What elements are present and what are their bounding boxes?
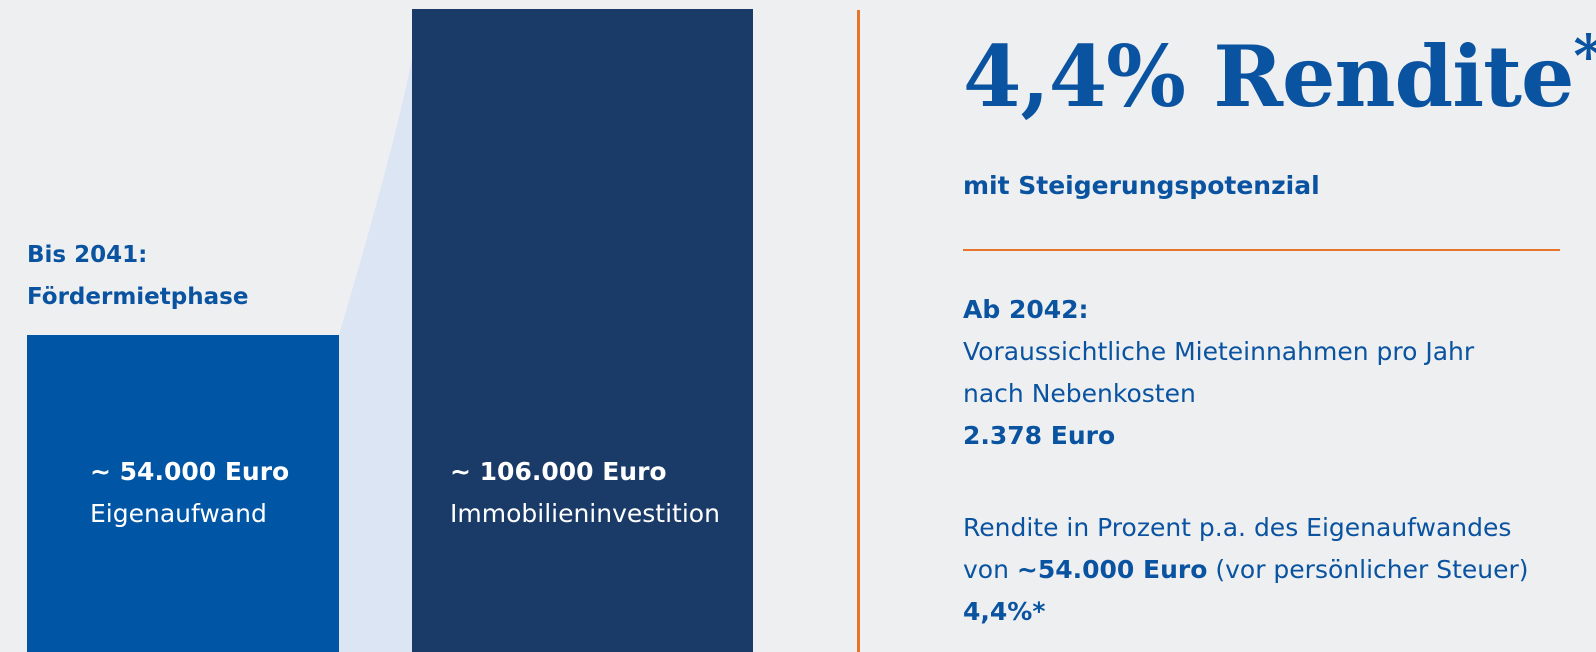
section-heading: Ab 2042: (963, 295, 1089, 324)
text-line: von ~54.000 Euro (vor persönlicher Steue… (963, 549, 1529, 591)
bar-investment (412, 9, 753, 652)
divider-vertical (857, 10, 860, 652)
bar-label: ~ 106.000 Euro Immobilieninvestition (450, 451, 720, 535)
value: 2.378 Euro (963, 421, 1116, 450)
headline-mark: * (1573, 22, 1596, 90)
text: von (963, 555, 1009, 584)
phase-line2: Fördermietphase (27, 284, 249, 310)
text: (vor persönlicher Steuer) (1215, 555, 1529, 584)
bar-own (27, 335, 339, 652)
divider-horizontal (963, 249, 1560, 251)
bar-label: ~ 54.000 Euro Eigenaufwand (90, 451, 289, 535)
label: Immobilieninvestition (450, 499, 720, 528)
amount: ~ 106.000 Euro (450, 457, 667, 486)
headline: 4,4% Rendite* (963, 22, 1596, 126)
label: Eigenaufwand (90, 499, 267, 528)
text: Voraussichtliche Mieteinnahmen pro Jahr (963, 337, 1475, 366)
headline-text: 4,4% Rendite (963, 27, 1574, 126)
text: nach Nebenkosten (963, 379, 1196, 408)
phase-line1: Bis 2041: (27, 242, 148, 268)
value: 4,4%* (963, 597, 1046, 626)
text-bold: ~54.000 Euro (1016, 555, 1208, 584)
connector (339, 60, 412, 652)
subtitle: mit Steigerungspotenzial (963, 171, 1320, 200)
text: Rendite in Prozent p.a. des Eigenaufwand… (963, 513, 1512, 542)
amount: ~ 54.000 Euro (90, 457, 290, 486)
